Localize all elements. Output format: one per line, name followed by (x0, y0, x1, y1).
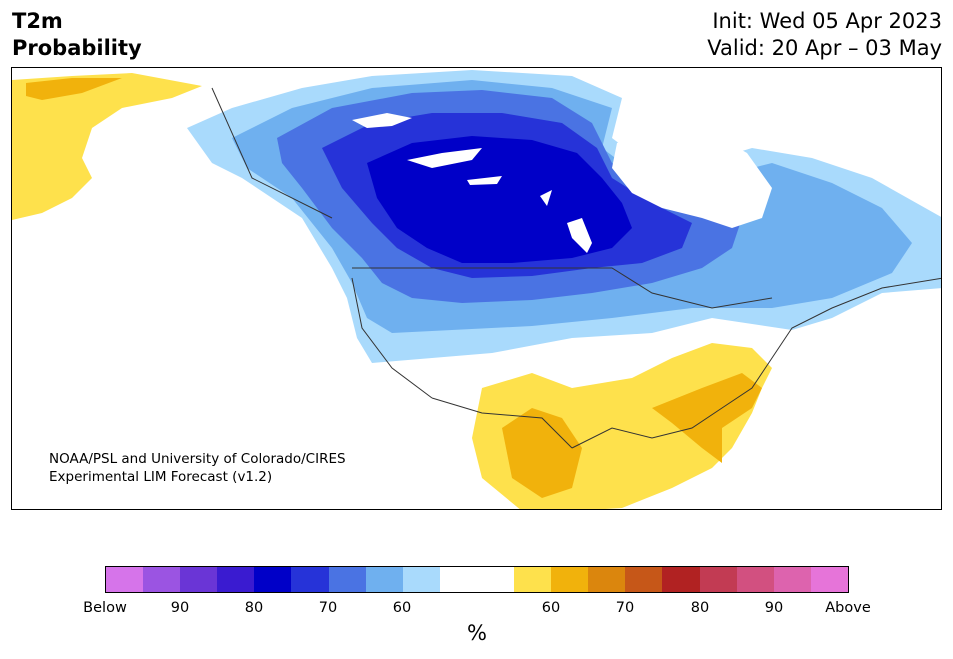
great-slave-lake (407, 148, 482, 168)
colorbar (105, 566, 849, 593)
map-title: T2m Probability (12, 8, 142, 62)
alaska-above-70-region (26, 78, 122, 100)
colorbar-tick-label: Below (83, 600, 127, 616)
colorbar-tick-label: Above (825, 600, 871, 616)
colorbar-cell (773, 567, 811, 592)
title-line-2: Probability (12, 36, 142, 60)
colorbar-tick-label: 90 (170, 600, 190, 616)
alaska-border (211, 87, 333, 219)
colorbar-tick-label: 80 (690, 600, 710, 616)
colorbar-tick-label: 60 (541, 600, 561, 616)
us-mexico-border (431, 397, 573, 449)
colorbar-tick-label: 80 (244, 600, 264, 616)
map-panel: NOAA/PSL and University of Colorado/CIRE… (11, 67, 942, 510)
valid-period: Valid: 20 Apr – 03 May (707, 36, 942, 60)
title-line-1: T2m (12, 9, 63, 33)
coastline (351, 277, 941, 449)
reindeer-lake (540, 190, 552, 206)
warm-70-region (502, 408, 582, 498)
lake-winnipeg (567, 218, 592, 253)
colorbar-tick-label: 70 (318, 600, 338, 616)
init-date: Init: Wed 05 Apr 2023 (712, 9, 942, 33)
forecast-dates: Init: Wed 05 Apr 2023 Valid: 20 Apr – 03… (707, 8, 942, 62)
colorbar-cell (106, 567, 144, 592)
colorbar-cell (402, 567, 440, 592)
colorbar-cell (514, 567, 552, 592)
colorbar-cell (588, 567, 626, 592)
colorbar-tick-label: 90 (764, 600, 784, 616)
colorbar-cell (699, 567, 737, 592)
colorbar-cell (291, 567, 329, 592)
colorbar-cell (439, 567, 477, 592)
colorbar-cell (180, 567, 218, 592)
colorbar-cell (625, 567, 663, 592)
colorbar-cell (254, 567, 292, 592)
probability-map (12, 70, 941, 509)
colorbar-unit: % (467, 621, 487, 645)
colorbar-cell (143, 567, 181, 592)
colorbar-cell (662, 567, 700, 592)
credit-text: NOAA/PSL and University of Colorado/CIRE… (49, 450, 346, 486)
colorbar-cell (736, 567, 774, 592)
colorbar-tick-label: 70 (615, 600, 635, 616)
colorbar-cell (328, 567, 366, 592)
alaska-above-60-region (12, 73, 202, 220)
colorbar-cell (365, 567, 403, 592)
colorbar-cell (217, 567, 255, 592)
colorbar-tick-label: 60 (392, 600, 412, 616)
us-canada-border (352, 267, 773, 309)
colorbar-cell (551, 567, 589, 592)
credit-line-2: Experimental LIM Forecast (v1.2) (49, 469, 273, 485)
lake-athabasca (467, 176, 502, 185)
great-bear-lake (352, 113, 412, 128)
credit-line-1: NOAA/PSL and University of Colorado/CIRE… (49, 451, 346, 467)
hudson-bay (612, 128, 772, 228)
colorbar-cell (810, 567, 848, 592)
colorbar-cell (476, 567, 515, 592)
